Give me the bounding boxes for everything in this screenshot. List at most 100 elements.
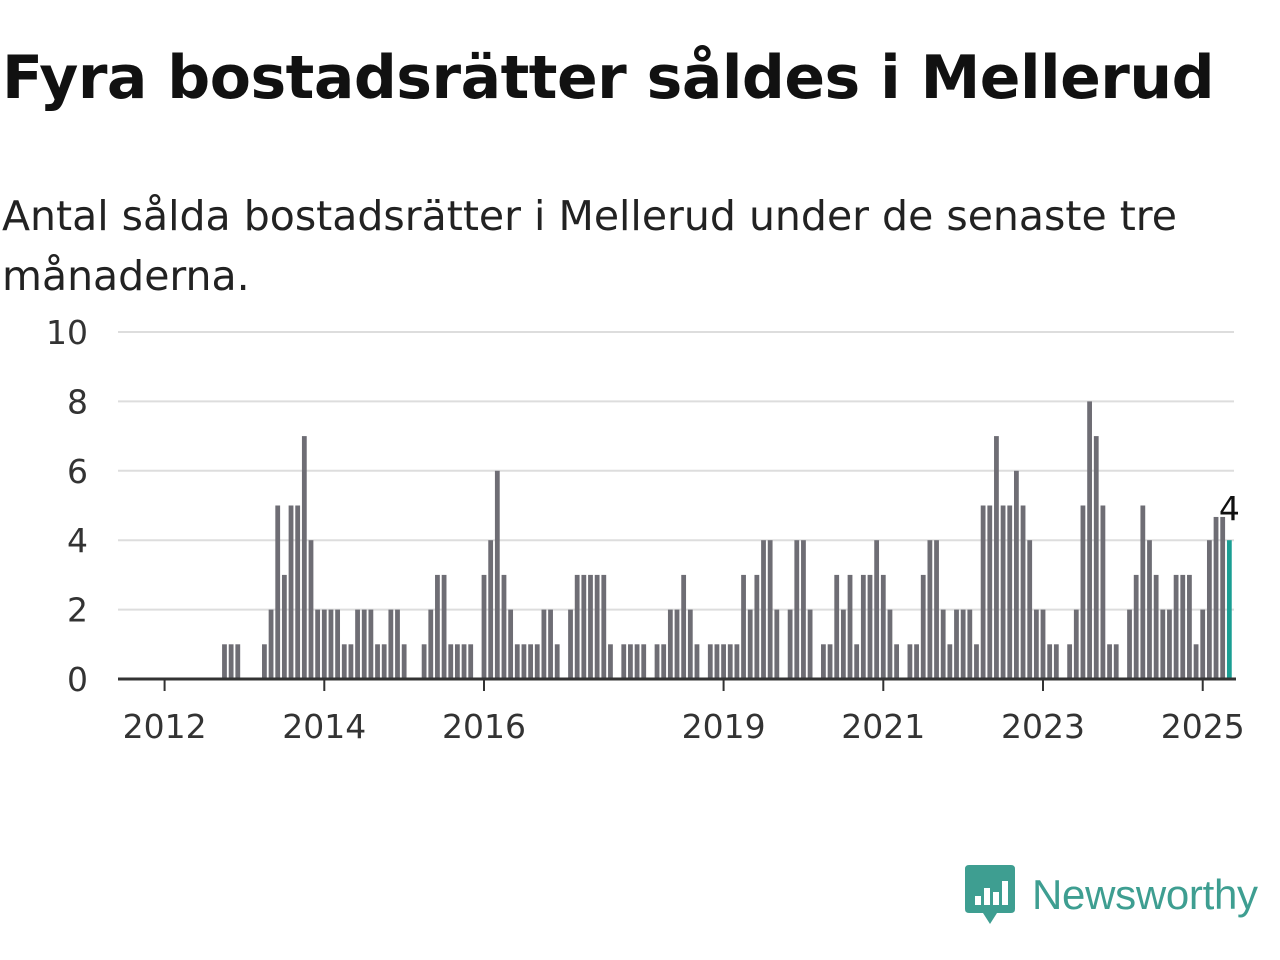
grid-lines: [118, 331, 1234, 611]
bar: [588, 574, 593, 679]
chart-subtitle: Antal sålda bostadsrätter i Mellerud und…: [2, 192, 1177, 300]
bar: [541, 609, 547, 679]
bar: [1167, 609, 1172, 679]
bar-chart: 0 2 4 6 8 10 2012 2014 2016 2019 2021 2023 2025 4: [46, 313, 1245, 746]
bar: [1180, 574, 1186, 679]
bar: [295, 505, 301, 679]
bar: [761, 540, 766, 679]
bar: [1047, 644, 1053, 679]
bar: [1107, 644, 1112, 679]
chart-title: Fyra bostadsrätter såldes i Mellerud: [2, 43, 1215, 113]
bar: [927, 540, 933, 679]
bar: [634, 644, 640, 679]
bar: [661, 644, 667, 679]
bar: [554, 644, 560, 679]
bar: [914, 644, 919, 679]
bar: [721, 644, 726, 679]
bar: [501, 574, 507, 679]
bar: [940, 609, 946, 679]
bar: [1213, 516, 1219, 679]
data-label: 4: [1219, 489, 1240, 528]
bar: [1127, 609, 1132, 679]
bar: [1067, 644, 1073, 679]
data-labels: 4: [1219, 489, 1240, 528]
bar: [368, 609, 374, 679]
y-tick-label: 6: [67, 452, 88, 491]
x-tick-label: 2023: [1001, 707, 1085, 746]
bar: [947, 644, 953, 679]
bar: [954, 609, 959, 679]
bar: [974, 644, 979, 679]
bar: [807, 609, 813, 679]
bar: [1073, 609, 1079, 679]
x-tick-label: 2012: [123, 707, 207, 746]
bar: [867, 574, 873, 679]
bar: [880, 574, 886, 679]
newsworthy-brand[interactable]: Newsworthy: [964, 862, 1258, 928]
bar: [741, 574, 746, 679]
bar: [381, 644, 387, 679]
bar: [401, 644, 407, 679]
bar: [1040, 609, 1046, 679]
bar: [521, 644, 527, 679]
bar: [1033, 609, 1039, 679]
bar: [834, 574, 840, 679]
bar: [1080, 505, 1086, 679]
bar: [1193, 644, 1199, 679]
bar: [967, 609, 973, 679]
bar: [1147, 540, 1152, 679]
bar: [534, 644, 540, 679]
bar: [335, 609, 341, 679]
bar: [787, 609, 793, 679]
bar: [714, 644, 720, 679]
bar: [854, 644, 860, 679]
bar: [641, 644, 647, 679]
bar: [468, 644, 474, 679]
bar: [608, 644, 613, 679]
bar: [767, 540, 773, 679]
y-tick-label: 4: [67, 521, 88, 560]
bar: [235, 644, 241, 679]
bar-highlight: [1226, 540, 1232, 679]
x-tick-label: 2021: [841, 707, 925, 746]
bar: [1206, 540, 1212, 679]
bar: [994, 436, 999, 679]
bar: [821, 644, 826, 679]
bar: [1187, 574, 1192, 679]
bar: [794, 540, 800, 679]
bar: [1173, 574, 1179, 679]
bar: [801, 540, 806, 679]
bar: [421, 644, 427, 679]
bar: [262, 644, 267, 679]
bar: [860, 574, 866, 679]
bar: [727, 644, 733, 679]
x-tick-label: 2014: [282, 707, 366, 746]
bar: [674, 609, 680, 679]
y-tick-label: 0: [67, 660, 88, 699]
newsworthy-logo-icon: [965, 865, 1015, 924]
bar: [388, 609, 394, 679]
bar: [601, 574, 607, 679]
bar: [628, 644, 633, 679]
bar: [1133, 574, 1139, 679]
bar: [454, 644, 460, 679]
bar: [1027, 540, 1033, 679]
bar: [494, 470, 500, 679]
x-tick-label: 2025: [1161, 707, 1245, 746]
x-tick-label: 2019: [682, 707, 766, 746]
bar: [581, 574, 587, 679]
bar: [1087, 401, 1092, 679]
bar: [1113, 644, 1119, 679]
bar: [874, 540, 880, 679]
bar: [654, 644, 660, 679]
bar: [980, 505, 986, 679]
bar: [288, 505, 294, 679]
bar: [275, 505, 281, 679]
bar: [361, 609, 367, 679]
bar: [827, 644, 833, 679]
bar: [1093, 436, 1099, 679]
bar: [694, 644, 700, 679]
bar: [355, 609, 360, 679]
axes: 0 2 4 6 8 10 2012 2014 2016 2019 2021 2023 2025: [46, 313, 1245, 746]
bar: [907, 644, 913, 679]
